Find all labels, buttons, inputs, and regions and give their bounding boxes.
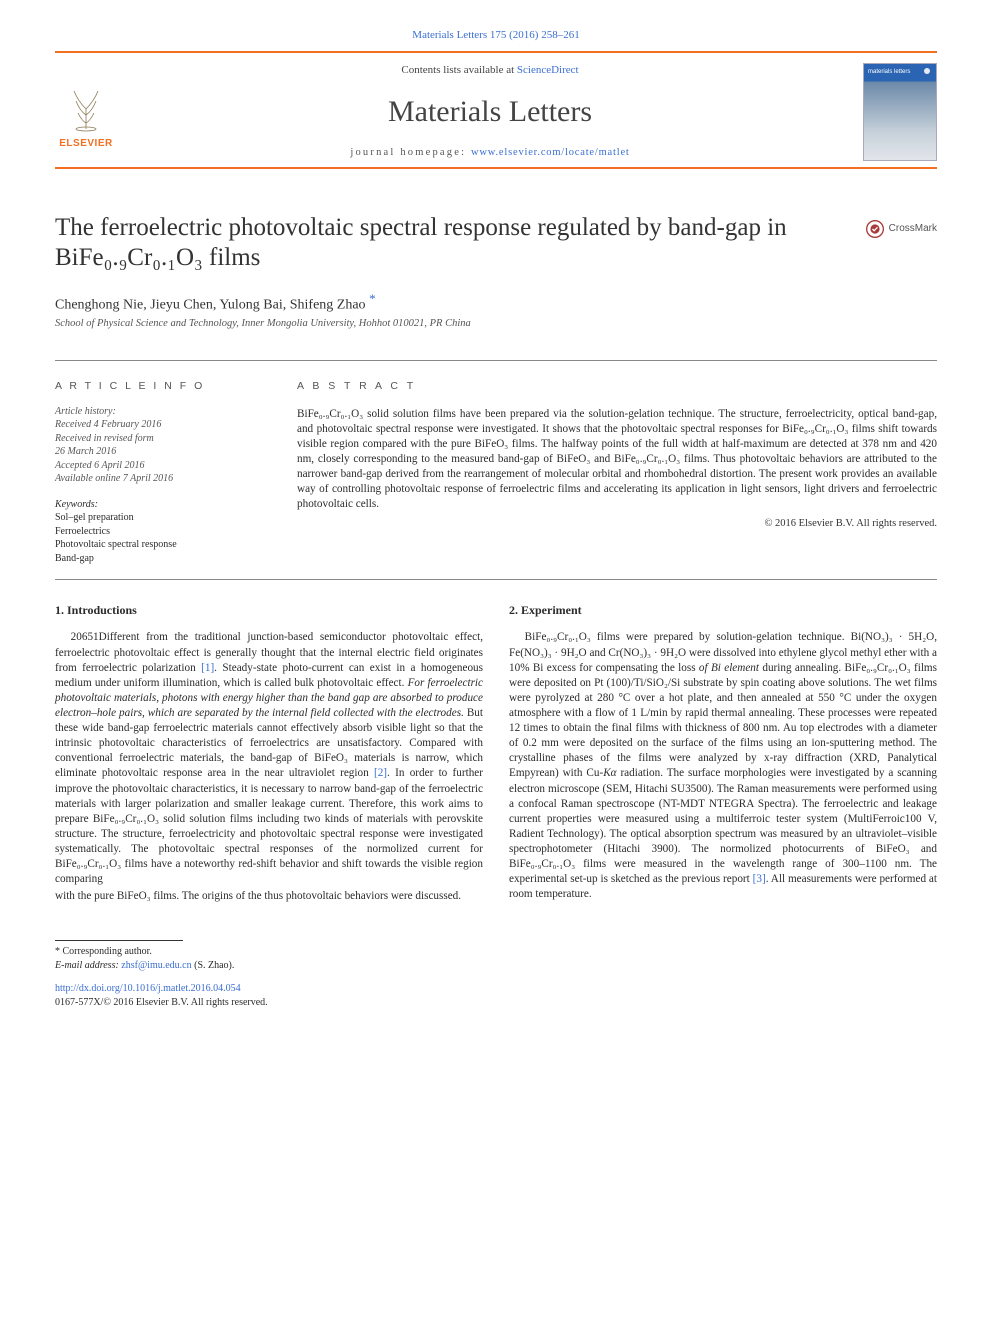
history-line: Accepted 6 April 2016 bbox=[55, 459, 273, 473]
top-journal-ref: Materials Letters 175 (2016) 258–261 bbox=[0, 0, 992, 51]
keyword: Photovoltaic spectral response bbox=[55, 538, 273, 552]
homepage-link[interactable]: www.elsevier.com/locate/matlet bbox=[471, 147, 630, 158]
homepage-line: journal homepage: www.elsevier.com/locat… bbox=[135, 146, 845, 160]
sciencedirect-link[interactable]: ScienceDirect bbox=[517, 64, 579, 76]
crossmark-badge[interactable]: CrossMark bbox=[865, 219, 937, 239]
keyword: Sol–gel preparation bbox=[55, 511, 273, 525]
publisher-name: ELSEVIER bbox=[59, 137, 112, 151]
elsevier-tree-icon bbox=[58, 79, 114, 135]
history-line: Available online 7 April 2016 bbox=[55, 472, 273, 486]
keyword: Ferroelectrics bbox=[55, 525, 273, 539]
contents-line: Contents lists available at ScienceDirec… bbox=[135, 63, 845, 78]
section-2-paragraph: BiFe₀.₉Cr₀.₁O₃ films were prepared by so… bbox=[509, 630, 937, 902]
keyword: Band-gap bbox=[55, 552, 273, 566]
section-1-paragraph: 20651Different from the traditional junc… bbox=[55, 630, 483, 887]
abstract: A B S T R A C T BiFe₀.₉Cr₀.₁O₃ solid sol… bbox=[297, 379, 937, 566]
history-label: Article history: bbox=[55, 405, 273, 419]
issn-copyright: 0167-577X/© 2016 Elsevier B.V. All right… bbox=[55, 996, 937, 1010]
journal-name: Materials Letters bbox=[135, 92, 845, 133]
publisher-logo: ELSEVIER bbox=[55, 73, 117, 151]
article-info-heading: A R T I C L E I N F O bbox=[55, 379, 273, 393]
top-journal-link[interactable]: Materials Letters 175 (2016) 258–261 bbox=[412, 29, 579, 41]
author-list: Chenghong Nie, Jieyu Chen, Yulong Bai, S… bbox=[55, 290, 937, 316]
doi-line: http://dx.doi.org/10.1016/j.matlet.2016.… bbox=[55, 982, 937, 996]
body-text: 1. Introductions 20651Different from the… bbox=[55, 602, 937, 914]
journal-header: ELSEVIER Contents lists available at Sci… bbox=[55, 51, 937, 169]
section-1-continuation: with the pure BiFeO₃ films. The origins … bbox=[55, 889, 483, 904]
email-link[interactable]: zhsf@imu.edu.cn bbox=[121, 960, 191, 971]
footnote-rule bbox=[55, 940, 183, 941]
keywords-label: Keywords: bbox=[55, 498, 273, 512]
journal-cover-thumb: materials letters bbox=[863, 63, 937, 161]
citation-link[interactable]: [3] bbox=[753, 873, 766, 885]
history-line: Received 4 February 2016 bbox=[55, 418, 273, 432]
citation-link[interactable]: [1] bbox=[201, 662, 214, 674]
corresponding-note: * Corresponding author. bbox=[55, 945, 937, 959]
paper-title: The ferroelectric photovoltaic spectral … bbox=[55, 213, 815, 274]
abstract-heading: A B S T R A C T bbox=[297, 379, 937, 393]
section-2-title: 2. Experiment bbox=[509, 602, 937, 618]
section-1-title: 1. Introductions bbox=[55, 602, 483, 618]
doi-link[interactable]: http://dx.doi.org/10.1016/j.matlet.2016.… bbox=[55, 983, 241, 994]
corresponding-mark: * bbox=[369, 291, 376, 306]
abstract-copyright: © 2016 Elsevier B.V. All rights reserved… bbox=[297, 517, 937, 531]
history-line: 26 March 2016 bbox=[55, 445, 273, 459]
page-footer: * Corresponding author. E-mail address: … bbox=[55, 940, 937, 1009]
crossmark-icon bbox=[865, 219, 885, 239]
history-line: Received in revised form bbox=[55, 432, 273, 446]
email-line: E-mail address: zhsf@imu.edu.cn (S. Zhao… bbox=[55, 959, 937, 973]
abstract-text: BiFe₀.₉Cr₀.₁O₃ solid solution films have… bbox=[297, 407, 937, 513]
article-info: A R T I C L E I N F O Article history: R… bbox=[55, 379, 273, 566]
citation-link[interactable]: [2] bbox=[374, 767, 387, 779]
affiliation: School of Physical Science and Technolog… bbox=[55, 317, 937, 331]
